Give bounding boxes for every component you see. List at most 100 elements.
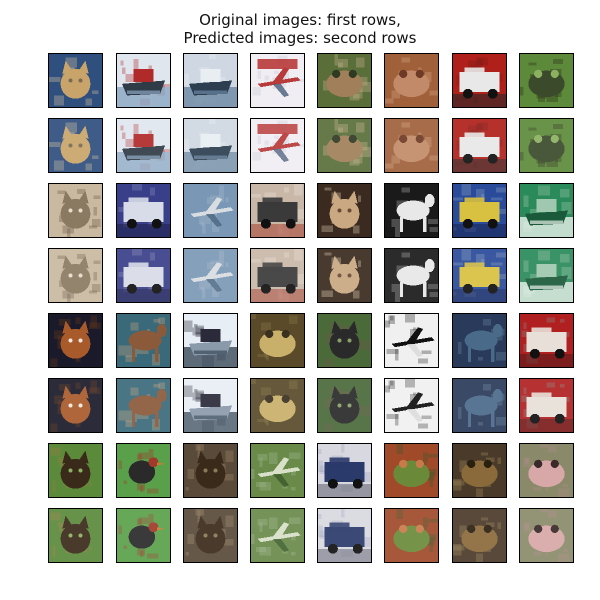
frog-thumbnail xyxy=(318,119,371,172)
car-thumbnail xyxy=(453,119,506,172)
truck-thumbnail xyxy=(251,184,304,237)
original-image-cat xyxy=(48,183,103,238)
predicted-image-cat xyxy=(48,118,103,173)
original-image-cat xyxy=(48,53,103,108)
original-image-boat xyxy=(183,53,238,108)
bird-thumbnail xyxy=(117,509,170,562)
boat-thumbnail xyxy=(184,54,237,107)
airplane-thumbnail xyxy=(184,249,237,302)
cat-thumbnail xyxy=(49,249,102,302)
airplane-poster-thumbnail xyxy=(251,119,304,172)
original-image-airplane xyxy=(183,183,238,238)
predicted-image-truck xyxy=(250,248,305,303)
airplane-thumbnail xyxy=(251,509,304,562)
dog-thumbnail xyxy=(49,314,102,367)
dog-thumbnail xyxy=(318,249,371,302)
original-image-car xyxy=(452,53,507,108)
frog-thumbnail xyxy=(520,54,573,107)
horse-thumbnail xyxy=(117,379,170,432)
horse-thumbnail xyxy=(385,184,438,237)
predicted-image-ship xyxy=(519,248,574,303)
dog-thumbnail xyxy=(49,444,102,497)
boat-thumbnail xyxy=(184,379,237,432)
original-image-horse xyxy=(384,183,439,238)
truck-thumbnail xyxy=(117,249,170,302)
original-image-truck xyxy=(116,183,171,238)
original-image-frog xyxy=(250,313,305,368)
boat-thumbnail xyxy=(117,54,170,107)
bird-thumbnail xyxy=(117,444,170,497)
predicted-image-cat xyxy=(48,248,103,303)
dog-thumbnail xyxy=(318,184,371,237)
original-image-horse xyxy=(116,313,171,368)
boat-thumbnail xyxy=(184,314,237,367)
predicted-image-frog xyxy=(317,118,372,173)
toad-thumbnail xyxy=(520,444,573,497)
frog-thumbnail xyxy=(453,509,506,562)
original-image-bird xyxy=(116,443,171,498)
original-image-deer xyxy=(452,313,507,368)
original-image-airplane-poster xyxy=(250,53,305,108)
original-image-frog xyxy=(317,53,372,108)
predicted-image-frog xyxy=(384,118,439,173)
original-image-dog xyxy=(317,183,372,238)
cat-thumbnail xyxy=(49,184,102,237)
dog-thumbnail xyxy=(49,379,102,432)
boat-thumbnail xyxy=(117,119,170,172)
horse-thumbnail xyxy=(117,314,170,367)
original-image-truck xyxy=(250,183,305,238)
boat-thumbnail xyxy=(184,119,237,172)
predicted-image-horse xyxy=(384,248,439,303)
frog-thumbnail xyxy=(385,509,438,562)
predicted-image-airplane xyxy=(250,508,305,563)
frog-thumbnail xyxy=(520,119,573,172)
predicted-image-frog xyxy=(250,378,305,433)
original-image-truck xyxy=(519,313,574,368)
toad-thumbnail xyxy=(520,509,573,562)
predicted-image-truck xyxy=(317,508,372,563)
predicted-image-truck xyxy=(452,248,507,303)
predicted-image-dog xyxy=(317,378,372,433)
truck-thumbnail xyxy=(520,379,573,432)
predicted-image-cat xyxy=(183,508,238,563)
frog-thumbnail xyxy=(251,379,304,432)
original-image-frog xyxy=(452,443,507,498)
predicted-image-airplane xyxy=(384,378,439,433)
truck-thumbnail xyxy=(318,509,371,562)
original-image-cat xyxy=(183,443,238,498)
truck-thumbnail xyxy=(318,444,371,497)
predicted-image-boat xyxy=(116,118,171,173)
frog-thumbnail xyxy=(385,119,438,172)
frog-thumbnail xyxy=(318,54,371,107)
original-image-boat xyxy=(183,313,238,368)
airplane-thumbnail xyxy=(184,184,237,237)
airplane-poster-thumbnail xyxy=(251,54,304,107)
predicted-image-dog xyxy=(317,248,372,303)
dog-thumbnail xyxy=(49,509,102,562)
original-image-airplane xyxy=(384,313,439,368)
airplane-thumbnail xyxy=(385,379,438,432)
predicted-image-airplane xyxy=(183,248,238,303)
cat-thumbnail xyxy=(184,444,237,497)
predicted-image-frog xyxy=(384,508,439,563)
figure-title-line-2: Predicted images: second rows xyxy=(183,29,417,47)
ship-thumbnail xyxy=(520,249,573,302)
original-image-ship xyxy=(519,183,574,238)
frog-thumbnail xyxy=(453,444,506,497)
cat-thumbnail xyxy=(49,119,102,172)
original-image-frog xyxy=(384,443,439,498)
predicted-image-dog xyxy=(48,508,103,563)
truck-thumbnail xyxy=(453,249,506,302)
original-image-frog xyxy=(384,53,439,108)
original-image-dog xyxy=(317,313,372,368)
original-image-toad xyxy=(519,443,574,498)
predicted-image-deer xyxy=(452,378,507,433)
cat-thumbnail xyxy=(184,509,237,562)
predicted-image-truck xyxy=(519,378,574,433)
predicted-image-boat xyxy=(183,378,238,433)
airplane-thumbnail xyxy=(251,444,304,497)
predicted-image-car xyxy=(452,118,507,173)
frog-thumbnail xyxy=(385,54,438,107)
truck-thumbnail xyxy=(117,184,170,237)
